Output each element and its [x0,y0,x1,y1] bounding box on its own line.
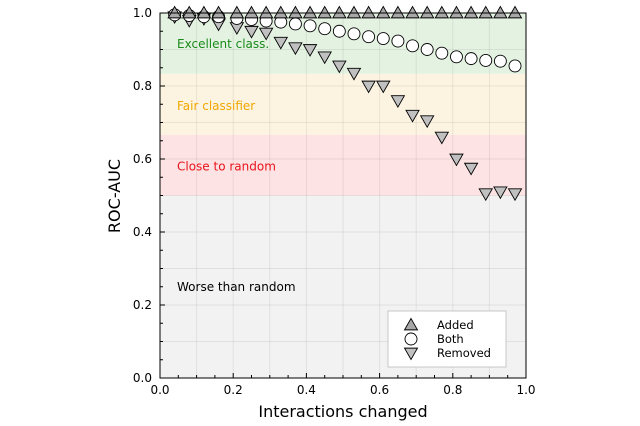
x-tick-label-3: 0.6 [370,383,389,397]
point-removed-13 [361,80,376,94]
legend-marker-removed [403,347,419,361]
point-added-8 [288,5,303,19]
point-removed-18 [434,131,450,145]
point-added-23 [507,5,523,19]
band-label-0: Worse than random [177,280,296,294]
y-tick-label-3: 0.6 [133,152,152,166]
point-both-8 [288,17,302,31]
x-tick-label-5: 1.0 [516,383,535,397]
point-added-21 [478,5,494,19]
point-added-18 [434,5,450,19]
point-removed-9 [302,44,318,57]
point-added-2 [196,5,212,19]
point-removed-23 [507,188,523,202]
legend-label-removed: Removed [437,346,491,360]
point-added-22 [493,5,508,19]
legend-label-added: Added [437,318,474,332]
point-removed-5 [244,25,259,39]
x-tick-label-2: 0.4 [297,383,316,397]
point-added-9 [302,5,318,19]
point-added-15 [390,5,406,19]
point-removed-22 [493,186,508,200]
point-added-20 [463,5,479,19]
point-added-6 [258,5,274,19]
band-label-3: Excellent class. [177,37,269,51]
y-tick-label-5: 1.0 [133,6,152,20]
point-added-5 [244,5,259,19]
point-added-13 [361,5,376,19]
point-added-16 [405,5,420,19]
point-added-3 [211,5,226,19]
band-label-2: Fair classifier [177,99,255,113]
y-tick-label-1: 0.2 [133,298,152,312]
band-1 [160,134,526,196]
x-axis-label: Interactions changed [258,402,427,421]
point-removed-14 [375,80,391,94]
point-removed-7 [273,36,289,50]
point-both-16 [406,39,419,53]
band-2 [160,73,526,135]
point-added-19 [449,5,464,19]
x-tick-label-1: 0.2 [224,383,243,397]
point-both-10 [318,22,332,36]
point-removed-6 [258,27,274,41]
point-both-9 [303,19,317,33]
point-removed-15 [390,95,406,109]
data-marks [167,5,523,202]
y-axis-label: ROC-AUC [105,159,124,233]
point-both-11 [332,24,346,38]
point-added-4 [229,5,245,19]
point-both-13 [362,30,376,44]
point-added-7 [273,5,289,19]
point-both-22 [493,54,507,68]
point-added-10 [317,5,332,19]
point-removed-8 [288,42,303,56]
point-both-15 [391,34,405,48]
point-added-1 [182,5,197,19]
point-both-18 [435,46,449,60]
point-both-17 [420,43,434,56]
point-removed-12 [346,67,362,81]
point-both-23 [508,59,522,73]
point-removed-21 [478,188,494,202]
point-both-19 [450,50,463,64]
y-tick-label-2: 0.4 [133,225,152,239]
point-removed-10 [317,51,332,65]
point-added-0 [167,5,182,19]
y-tick-label-0: 0.0 [133,371,152,385]
band-labels: Worse than random Close to random Fair cla… [177,37,296,294]
point-removed-11 [332,60,347,74]
axes: 0.0 0.2 0.4 0.6 0.8 1.0 0.0 0.2 0.4 0.6 0.8 1.0 [133,6,536,397]
point-added-14 [375,5,391,19]
point-both-12 [347,27,361,41]
point-removed-17 [419,115,435,129]
legend-label-both: Both [437,332,464,346]
band-label-1: Close to random [177,159,276,173]
x-tick-label-0: 0.0 [150,383,169,397]
legend-marker-added [403,317,419,331]
series-added [167,5,523,19]
point-both-14 [376,32,390,45]
point-added-17 [419,5,435,19]
x-tick-label-4: 0.8 [443,383,462,397]
y-tick-label-4: 0.8 [133,79,152,93]
point-both-20 [464,52,478,66]
point-removed-19 [449,153,464,167]
legend-marker-both [404,332,418,346]
point-both-21 [479,54,493,67]
point-added-11 [332,5,347,19]
point-added-12 [346,5,362,19]
point-removed-16 [405,109,420,123]
point-removed-20 [463,162,479,176]
background-bands [160,13,526,378]
